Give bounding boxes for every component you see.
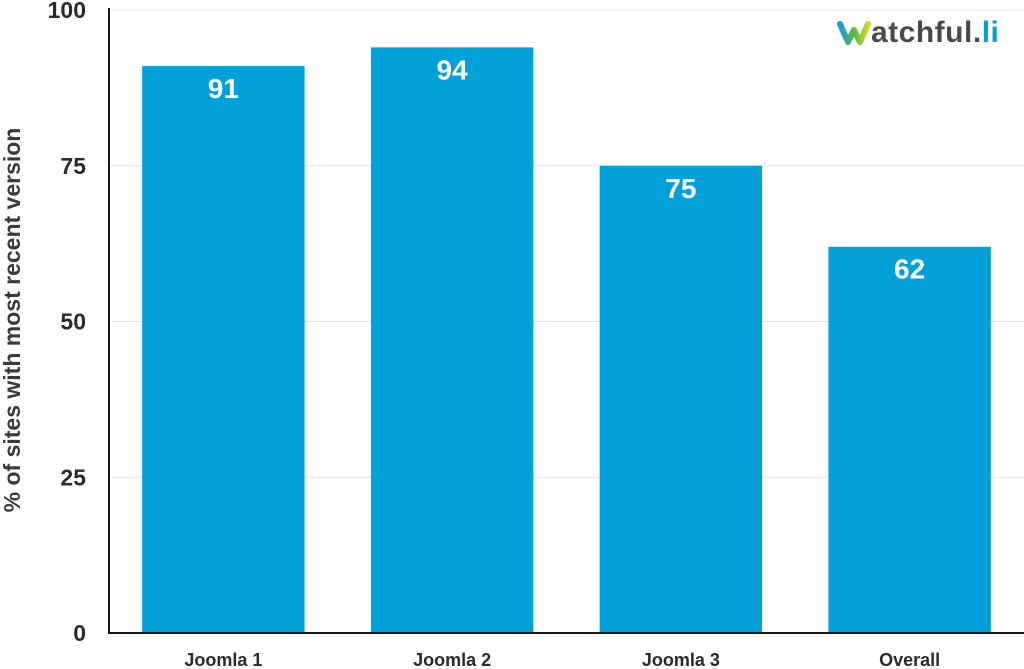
y-tick-label-100: 100 xyxy=(48,0,86,23)
x-tick-label-joomla-2: Joomla 2 xyxy=(413,650,491,669)
data-label-overall: 62 xyxy=(894,254,925,285)
y-tick-label-75: 75 xyxy=(60,153,86,179)
x-tick-label-joomla-1: Joomla 1 xyxy=(184,650,262,669)
watchful-logo: atchful.li xyxy=(837,16,999,49)
y-axis-title: % of sites with most recent version xyxy=(0,128,25,513)
data-label-joomla-3: 75 xyxy=(665,173,696,204)
logo-text-tld: li xyxy=(982,16,1000,49)
y-tick-label-0: 0 xyxy=(73,620,86,646)
x-axis-ticks: Joomla 1 Joomla 2 Joomla 3 Overall xyxy=(184,650,940,669)
logo-text-main: atchful xyxy=(871,16,973,49)
axes xyxy=(108,8,1024,634)
x-tick-label-overall: Overall xyxy=(879,650,940,669)
data-label-joomla-2: 94 xyxy=(437,54,469,85)
bar-joomla-1 xyxy=(142,66,305,633)
logo-text-dot: . xyxy=(973,16,982,49)
logo-w-mark xyxy=(837,21,871,45)
bar-joomla-3 xyxy=(599,165,763,633)
svg-text:atchful.li: atchful.li xyxy=(871,16,999,49)
y-tick-label-25: 25 xyxy=(60,464,86,490)
y-tick-label-50: 50 xyxy=(60,309,86,335)
y-axis-ticks: 0 25 50 75 100 xyxy=(48,0,87,646)
data-label-joomla-1: 91 xyxy=(208,73,239,104)
bar-joomla-2 xyxy=(370,47,534,633)
data-labels: 91 94 75 62 xyxy=(208,54,925,284)
x-tick-label-joomla-3: Joomla 3 xyxy=(642,650,720,669)
bars xyxy=(142,47,991,634)
bar-overall xyxy=(828,246,991,634)
